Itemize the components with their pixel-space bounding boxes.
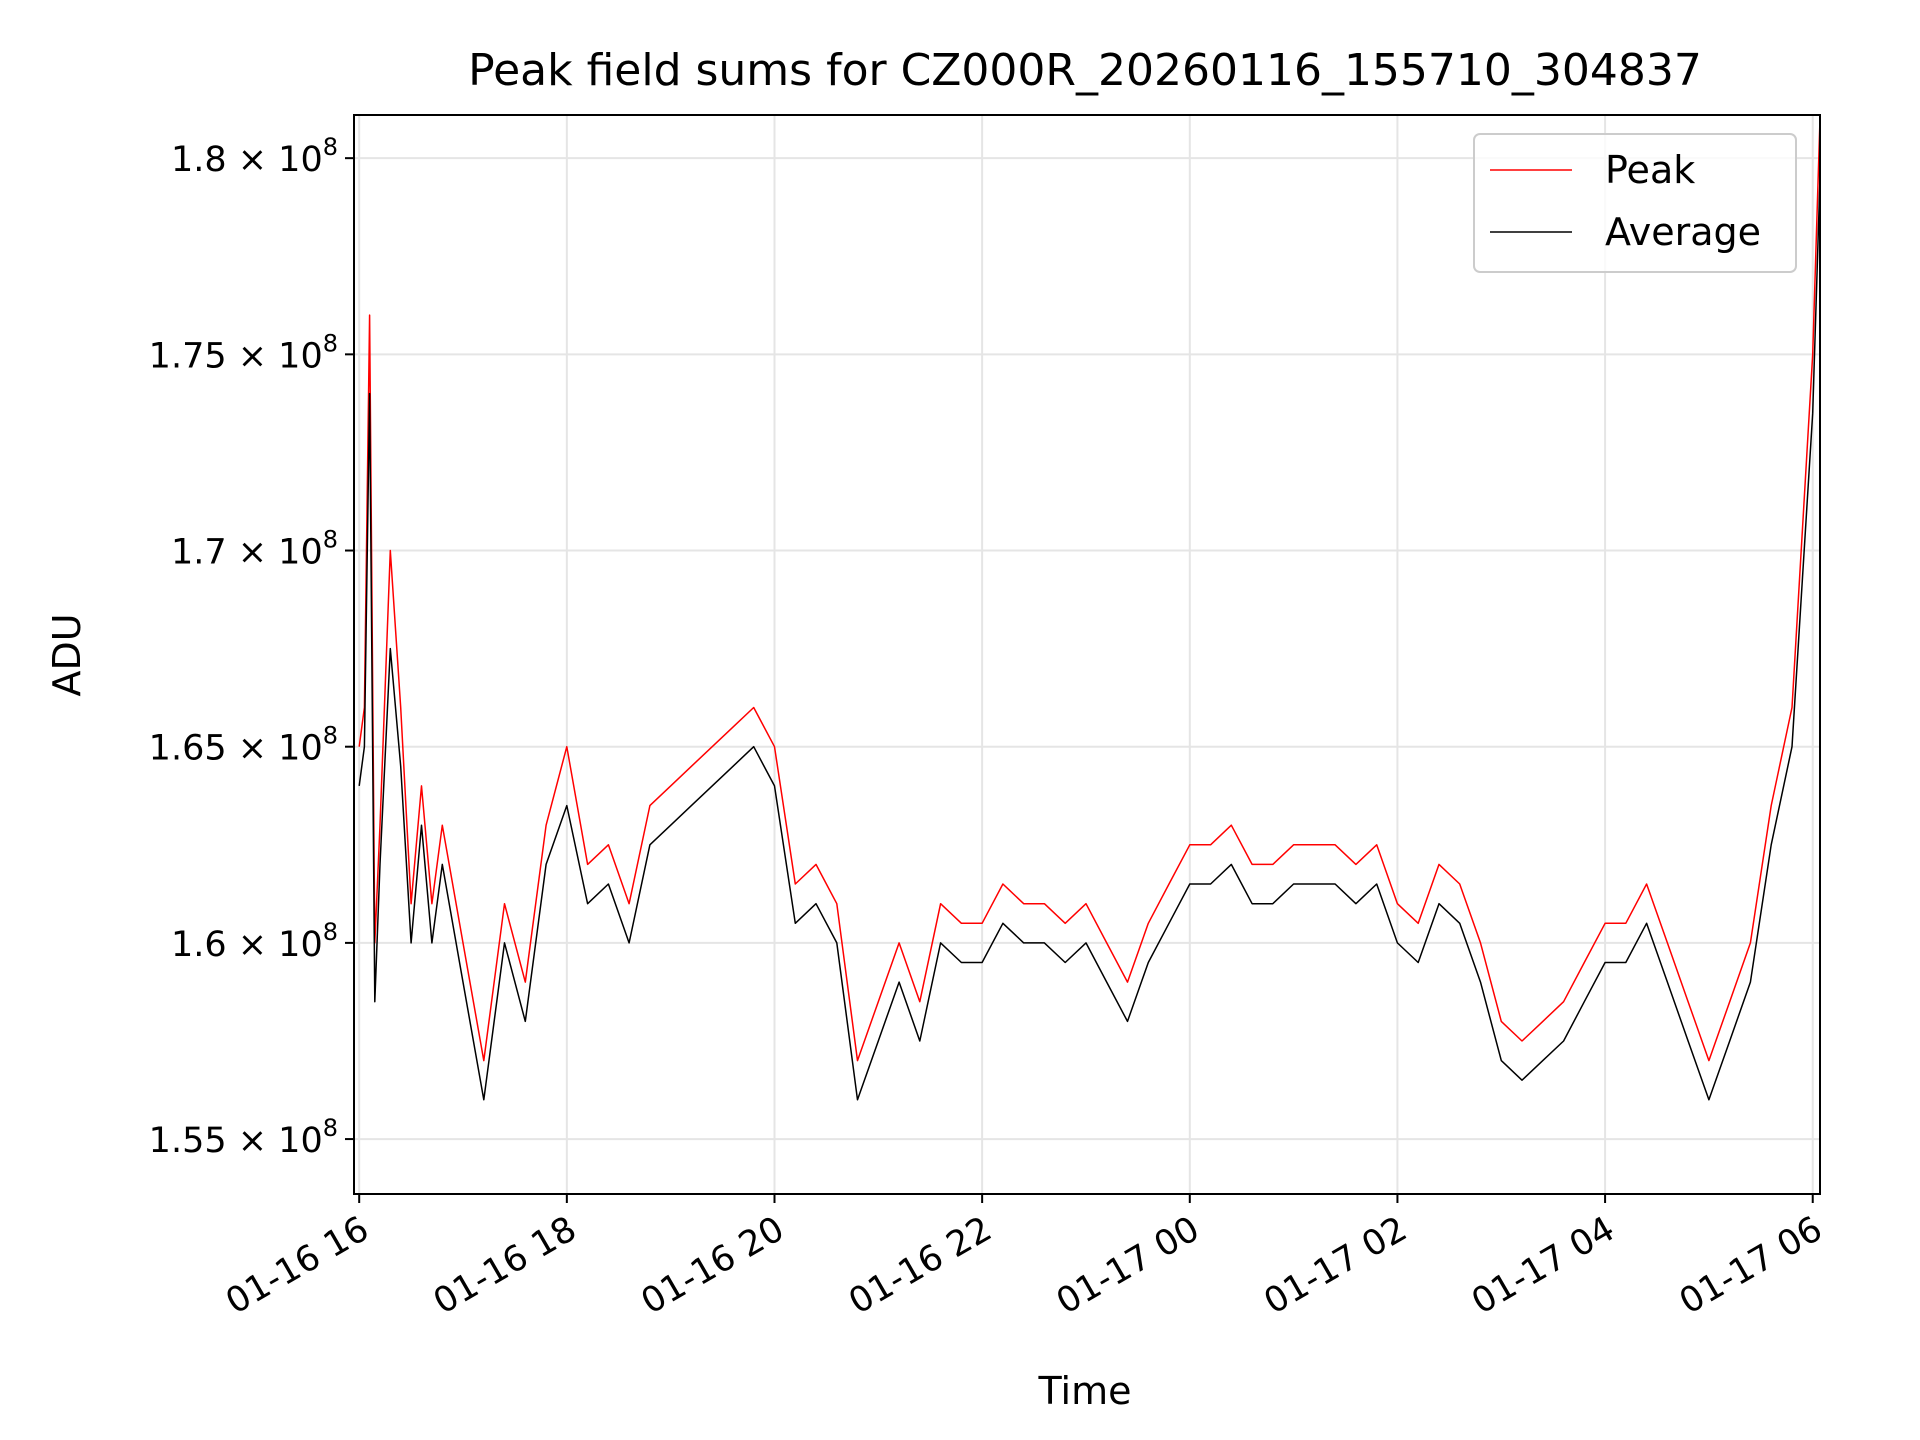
x-axis: 01-16 16 01-16 18 01-16 20 01-16 22 01-17 00… [219, 1194, 1829, 1322]
x-tick-label-3: 01-16 22 [842, 1209, 998, 1322]
plot-frame [353, 114, 1821, 1195]
y-tick-label-5: 1.8 × 108 [171, 133, 338, 180]
y-axis: 1.55 × 108 1.6 × 108 1.65 × 108 1.7 × 108 1.… [149, 133, 354, 1161]
legend[interactable]: Peak Average [1473, 133, 1797, 273]
x-tick-label-0: 01-16 16 [219, 1209, 375, 1322]
legend-average-label: Average [1605, 210, 1761, 254]
y-tick-label-4: 1.75 × 108 [149, 329, 338, 376]
legend-box [1473, 133, 1797, 273]
chart-title: Peak field sums for CZ000R_20260116_1557… [468, 45, 1702, 96]
y-tick-label-1: 1.6 × 108 [171, 918, 338, 965]
y-axis-label: ADU [45, 613, 89, 696]
grid [354, 115, 1820, 1194]
x-tick-label-1: 01-16 18 [427, 1209, 583, 1322]
x-tick-label-4: 01-17 00 [1050, 1209, 1206, 1322]
x-tick-label-5: 01-17 02 [1258, 1209, 1414, 1322]
x-tick-label-7: 01-17 06 [1673, 1209, 1829, 1322]
y-tick-label-0: 1.55 × 108 [149, 1114, 338, 1161]
x-axis-label: Time [1038, 1369, 1132, 1413]
y-tick-label-2: 1.65 × 108 [149, 722, 338, 769]
series-group [358, 118, 1821, 1101]
x-tick-label-6: 01-17 04 [1465, 1209, 1621, 1322]
series-line-average [358, 177, 1821, 1101]
legend-peak-label: Peak [1605, 148, 1695, 192]
x-tick-label-2: 01-16 20 [635, 1209, 791, 1322]
y-tick-label-3: 1.7 × 108 [171, 526, 338, 573]
series-line-peak [358, 118, 1821, 1062]
